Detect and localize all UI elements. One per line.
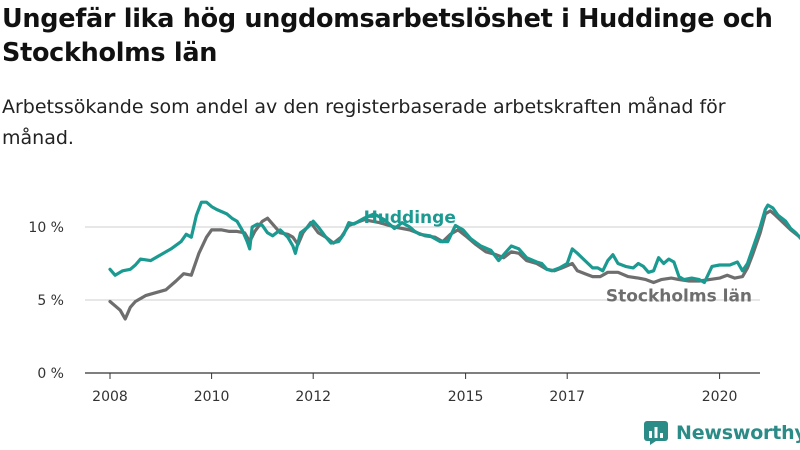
bar-chart-logo-icon [644,421,668,445]
y-tick-label: 0 % [37,366,64,382]
chart-subtitle: Arbetssökande som andel av den registerb… [2,96,726,149]
x-tick-label: 2017 [549,389,585,405]
series-line-huddinge [108,200,800,285]
newsworthy-brand[interactable]: Newsworthy [644,418,800,448]
chart-title: Ungefär lika hög ungdomsarbetslöshet i H… [2,4,773,68]
y-tick-label: 5 % [37,293,64,309]
x-tick-label: 2012 [295,389,331,405]
x-tick-label: 2008 [92,389,128,405]
x-tick-label: 2010 [194,389,230,405]
x-tick-label: 2015 [448,389,484,405]
series-lines [108,200,800,321]
y-tick-label: 10 % [28,220,64,236]
brand-name: Newsworthy [676,422,800,444]
axes: 0 %5 %10 %200820102012201520172020202220… [28,220,760,405]
x-tick-label: 2020 [702,389,738,405]
annotation-label: Huddinge [364,208,456,228]
annotation-label: Stockholms län [606,287,752,307]
gridlines [85,226,760,301]
